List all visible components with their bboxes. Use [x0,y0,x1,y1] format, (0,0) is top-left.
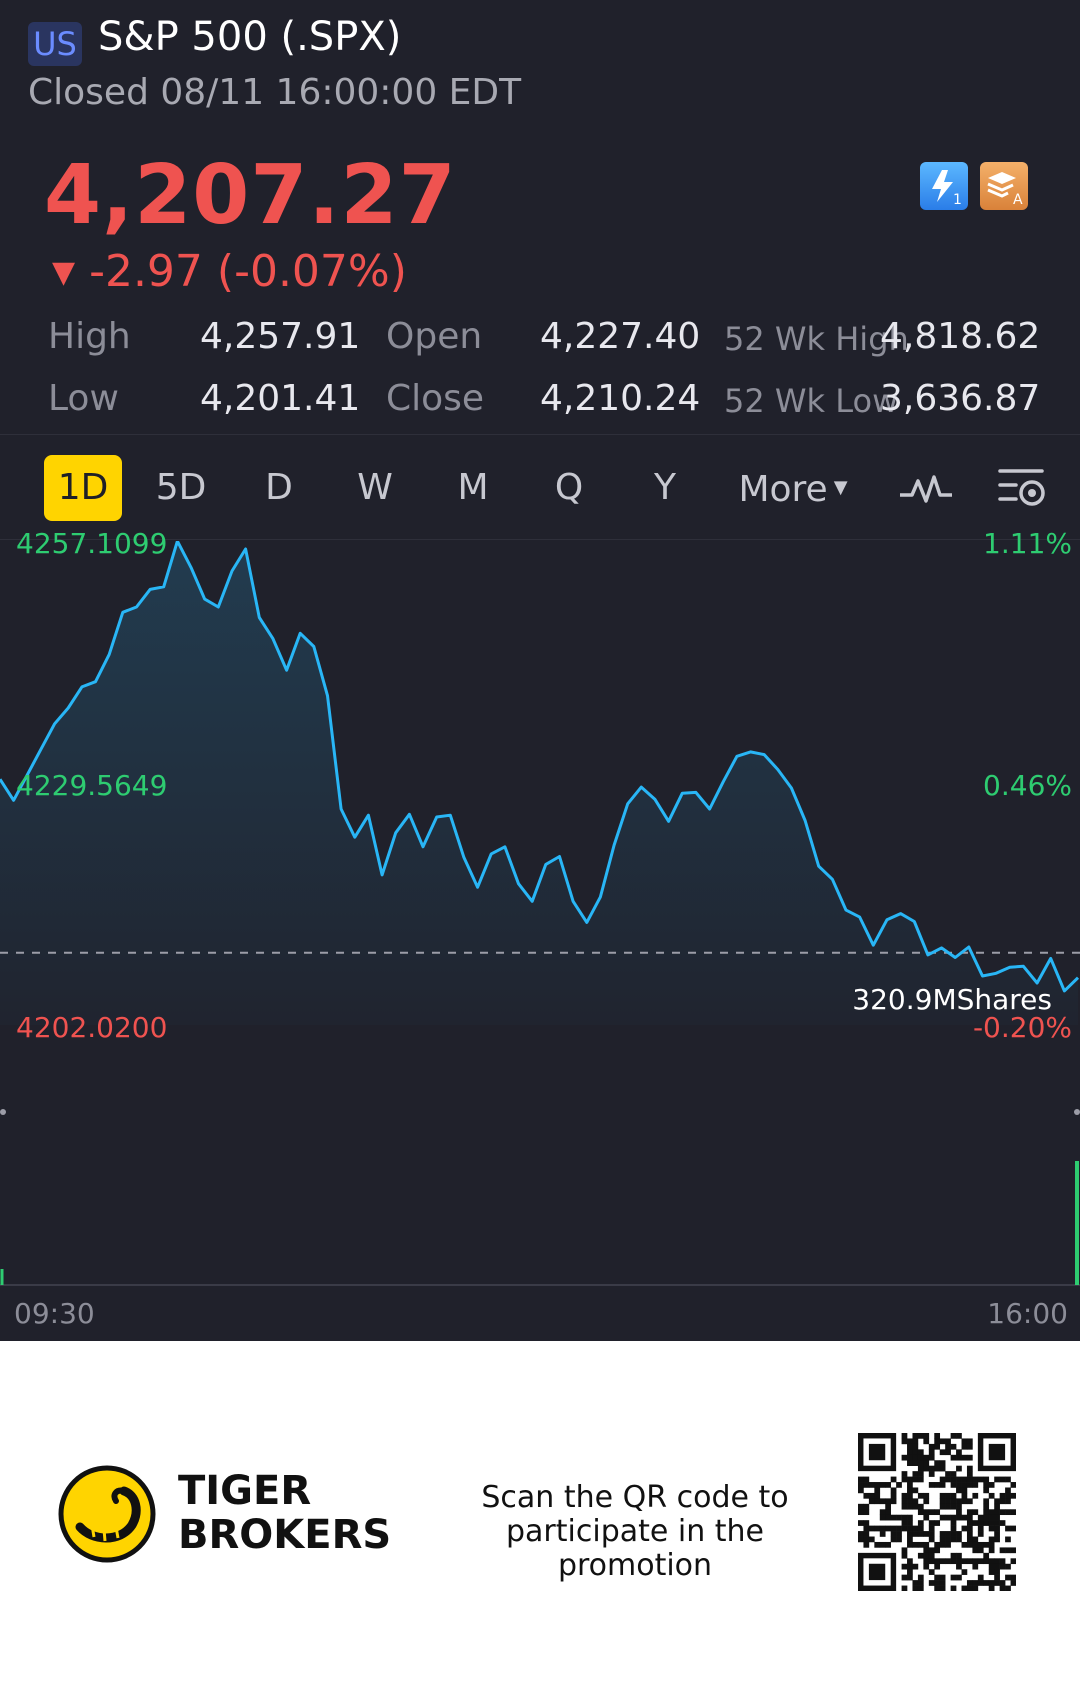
last-price: 4,207.27 [44,148,457,243]
wk52-high-label: 52 Wk High [724,320,909,358]
low-value: 4,201.41 [200,378,361,419]
period-tab-bar: 1D 5D D W M Q Y More ▼ [0,434,1080,540]
wk52-high-value: 4,818.62 [880,316,1041,357]
qr-code [858,1433,1017,1592]
tab-month[interactable]: M [457,467,489,508]
symbol-title: S&P 500 (.SPX) [98,14,402,60]
brand-name: TIGER BROKERS [178,1468,392,1558]
close-label: Close [386,378,485,419]
open-label: Open [386,316,483,357]
close-value: 4,210.24 [540,378,701,419]
tab-year[interactable]: Y [654,467,676,508]
tab-quarter[interactable]: Q [554,467,584,508]
axis-marker-left [0,1109,6,1115]
price-change-value: -2.97 (-0.07%) [89,246,407,297]
market-badge: US [28,22,82,66]
chart-settings-icon[interactable] [994,463,1050,513]
low-label: Low [48,378,119,419]
y-label-low: 4202.0200 [16,1011,168,1044]
market-status: Closed 08/11 16:00:00 EDT [28,72,522,113]
tab-day[interactable]: D [265,467,293,508]
tiger-brokers-logo [58,1465,156,1563]
svg-text:1: 1 [953,192,962,208]
promo-footer: TIGER BROKERS Scan the QR code to partic… [0,1341,1080,1686]
tab-week[interactable]: W [357,467,393,508]
tab-1d[interactable]: 1D [44,455,122,521]
pct-label-high: 1.11% [983,527,1072,560]
price-change: ▼ -2.97 (-0.07%) [52,246,407,297]
axis-marker-right [1074,1109,1080,1115]
volume-label: 320.9MShares [852,983,1052,1016]
pct-label-low: -0.20% [972,1011,1072,1044]
wk52-low-value: 3,636.87 [880,378,1041,419]
high-label: High [48,316,131,357]
price-area-fill [0,541,1078,1025]
open-value: 4,227.40 [540,316,701,357]
lightning-icon[interactable]: 1 [920,162,968,210]
y-label-mid: 4229.5649 [16,769,168,802]
pct-label-mid: 0.46% [983,769,1072,802]
wk52-low-label: 52 Wk Low [724,382,899,420]
tab-more-label: More [738,469,828,510]
svg-text:A: A [1013,192,1023,208]
promo-text: Scan the QR code to participate in the p… [481,1480,789,1583]
time-end-label: 16:00 [987,1297,1068,1330]
stack-icon[interactable]: A [980,162,1028,210]
caret-down-icon: ▼ [833,477,848,498]
high-value: 4,257.91 [200,316,361,357]
y-label-high: 4257.1099 [16,527,168,560]
intraday-chart[interactable]: 4257.1099 4229.5649 4202.0200 1.11% 0.46… [0,527,1080,1341]
tab-more[interactable]: More ▼ [728,455,858,521]
indicator-icon[interactable] [896,469,956,509]
tab-5d[interactable]: 5D [155,467,207,508]
time-start-label: 09:30 [14,1297,95,1330]
price-line [0,539,1080,993]
down-arrow-icon: ▼ [52,255,76,290]
